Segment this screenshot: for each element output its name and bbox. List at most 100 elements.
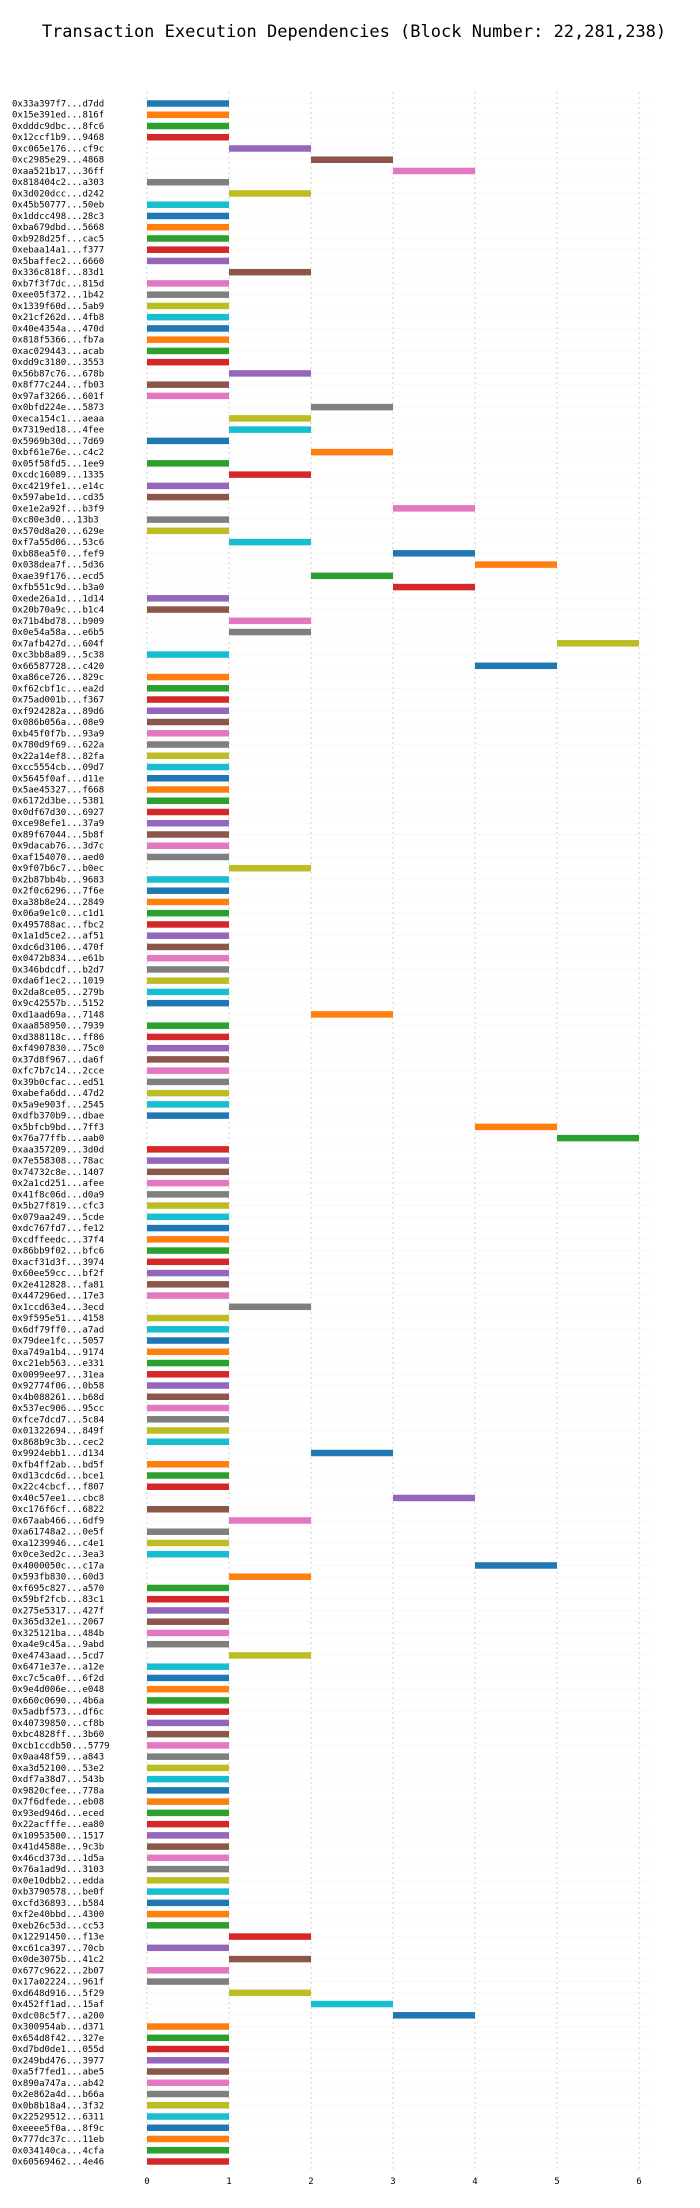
y-tick-label: 0x0ce3ed2c...3ea3 bbox=[12, 1550, 104, 1560]
y-tick-label: 0xcb1ccdb50...5779 bbox=[12, 1741, 110, 1751]
y-tick-label: 0xd7bd0de1...055d bbox=[12, 2045, 104, 2055]
dependency-bar bbox=[147, 1326, 229, 1333]
y-tick-label: 0x452ff1ad...15af bbox=[12, 2000, 104, 2010]
y-tick-label: 0x0df67d30...6927 bbox=[12, 808, 104, 818]
x-tick-label: 6 bbox=[636, 2177, 641, 2187]
y-tick-label: 0x2e412828...fa81 bbox=[12, 1280, 104, 1290]
dependency-bar bbox=[147, 921, 229, 928]
dependency-bar bbox=[311, 403, 393, 411]
dependency-bar bbox=[147, 2023, 229, 2030]
y-tick-label: 0xe1e2a92f...b3f9 bbox=[12, 504, 104, 514]
y-tick-label: 0xc3bb8a89...5c38 bbox=[12, 651, 104, 661]
dependency-bar bbox=[147, 1067, 229, 1074]
y-tick-label: 0x60ee59cc...bf2f bbox=[12, 1269, 104, 1279]
dependency-bar bbox=[147, 1865, 229, 1873]
y-tick-label: 0xacf31d3f...3974 bbox=[12, 1258, 104, 1268]
dependency-bar bbox=[147, 741, 229, 748]
dependency-bar bbox=[147, 1697, 229, 1704]
x-tick-labels: 0 1 2 3 4 5 6 bbox=[144, 2177, 641, 2187]
y-tick-label: 0xa749a1b4...9174 bbox=[12, 1348, 104, 1358]
y-tick-label: 0x4000050c...c17a bbox=[12, 1561, 104, 1571]
dependency-bar bbox=[147, 1416, 229, 1423]
dependency-bar bbox=[147, 257, 229, 265]
y-tick-label: 0x034140ca...4cfa bbox=[12, 2146, 104, 2156]
dependency-bar bbox=[147, 696, 229, 703]
y-tick-label: 0xba679dbd...5668 bbox=[12, 223, 104, 233]
dependency-bar bbox=[229, 1989, 311, 1997]
dependency-bar bbox=[147, 2158, 229, 2165]
y-tick-label: 0x6471e37e...a12e bbox=[12, 1663, 104, 1673]
dependency-bar bbox=[229, 1955, 311, 1963]
dependency-bar bbox=[229, 1652, 311, 1659]
y-tick-label: 0xa38b8e24...2849 bbox=[12, 898, 104, 908]
y-tick-label: 0xfb4ff2ab...bd5f bbox=[12, 1460, 104, 1470]
y-tick-label: 0x5adbf573...df6c bbox=[12, 1708, 104, 1718]
y-tick-label: 0x2e862a4d...b66a bbox=[12, 2090, 104, 2100]
x-tick-label: 2 bbox=[308, 2177, 313, 2187]
y-tick-label: 0xc2985e29...4868 bbox=[12, 156, 104, 166]
y-tick-label: 0x660c0690...4b6a bbox=[12, 1696, 104, 1706]
y-tick-label: 0xf695c827...a570 bbox=[12, 1584, 104, 1594]
y-tick-label: 0xd1aad69a...7148 bbox=[12, 1010, 104, 1020]
dependency-bar bbox=[147, 797, 229, 804]
y-tick-label: 0xdc767fd7...fe12 bbox=[12, 1224, 104, 1234]
y-tick-label: 0x41d4588e...9c3b bbox=[12, 1843, 104, 1853]
dependency-bar bbox=[147, 1269, 229, 1277]
dependency-bar bbox=[147, 1753, 229, 1760]
dependency-bar bbox=[229, 1517, 311, 1524]
y-tick-label: 0x5645f0af...d11e bbox=[12, 774, 104, 784]
dependency-bar bbox=[475, 561, 557, 568]
chart-title: Transaction Execution Dependencies (Bloc… bbox=[42, 22, 666, 42]
dependency-bar bbox=[147, 493, 229, 501]
y-tick-label: 0x22a14ef8...82fa bbox=[12, 752, 104, 762]
dependency-bar bbox=[147, 954, 229, 962]
y-tick-label: 0x0bfd224e...5873 bbox=[12, 403, 104, 413]
dependency-bar bbox=[557, 640, 639, 647]
y-tick-label: 0x05f58fd5...1ee9 bbox=[12, 459, 104, 469]
y-tick-label: 0x654d8f42...327e bbox=[12, 2034, 104, 2044]
y-tick-label: 0xc065e176...cf9c bbox=[12, 144, 104, 154]
y-tick-label: 0xf2e40bbd...4300 bbox=[12, 1910, 104, 1920]
y-tick-label: 0x12291450...f13e bbox=[12, 1933, 104, 1943]
dependency-bar bbox=[147, 1056, 229, 1063]
dependency-bar bbox=[147, 842, 229, 849]
dependency-bar bbox=[147, 460, 229, 467]
dependency-bar bbox=[475, 1123, 557, 1131]
y-tick-label: 0x74732c8e...1407 bbox=[12, 1168, 104, 1178]
dependency-bar bbox=[147, 1281, 229, 1288]
y-tick-label: 0xb928d25f...cac5 bbox=[12, 234, 104, 244]
y-tick-label: 0xcc5554cb...09d7 bbox=[12, 763, 104, 773]
dependency-bar bbox=[147, 1112, 229, 1119]
dependency-bar bbox=[147, 2135, 229, 2143]
y-tick-label: 0x818404c2...a303 bbox=[12, 178, 104, 188]
dependency-bar bbox=[147, 819, 229, 827]
dependency-bar bbox=[147, 1101, 229, 1108]
dependency-bar bbox=[147, 516, 229, 523]
dependency-bar bbox=[147, 2045, 229, 2053]
dependency-bar bbox=[147, 1888, 229, 1895]
y-tick-label: 0x5969b30d...7d69 bbox=[12, 437, 104, 447]
y-tick-label: 0xb88ea5f0...fef9 bbox=[12, 549, 104, 559]
dependency-bar bbox=[147, 1168, 229, 1176]
y-tick-label: 0xaf154070...aed0 bbox=[12, 853, 104, 863]
y-tick-label: 0x5baffec2...6660 bbox=[12, 257, 104, 267]
dependency-bar bbox=[147, 280, 229, 287]
dependency-bar bbox=[147, 223, 229, 231]
dependency-bar bbox=[147, 651, 229, 658]
dependency-bar bbox=[311, 156, 393, 163]
dependency-bar bbox=[147, 100, 229, 107]
y-tick-label: 0x76a1ad9d...3103 bbox=[12, 1865, 104, 1875]
y-tick-label: 0x0e54a58a...e6b5 bbox=[12, 628, 104, 638]
y-tick-label: 0xdddc9dbc...8fc6 bbox=[12, 122, 104, 132]
y-tick-label: 0xdf7a38d7...543b bbox=[12, 1775, 104, 1785]
y-tick-label: 0xa61748a2...0e5f bbox=[12, 1528, 104, 1538]
y-tick-label: 0x6172d3be...5381 bbox=[12, 797, 104, 807]
y-tick-label: 0x1ddcc498...28c3 bbox=[12, 212, 104, 222]
y-tick-label: 0xc80e3d0...13b3 bbox=[12, 516, 99, 526]
dependency-bar bbox=[147, 1337, 229, 1344]
y-tick-label: 0xabefa6dd...47d2 bbox=[12, 1089, 104, 1099]
dependency-bar bbox=[147, 1224, 229, 1232]
y-tick-label: 0x75ad001b...f367 bbox=[12, 696, 104, 706]
dependency-bar bbox=[475, 662, 557, 670]
y-tick-label: 0x495788ac...fbc2 bbox=[12, 920, 104, 930]
